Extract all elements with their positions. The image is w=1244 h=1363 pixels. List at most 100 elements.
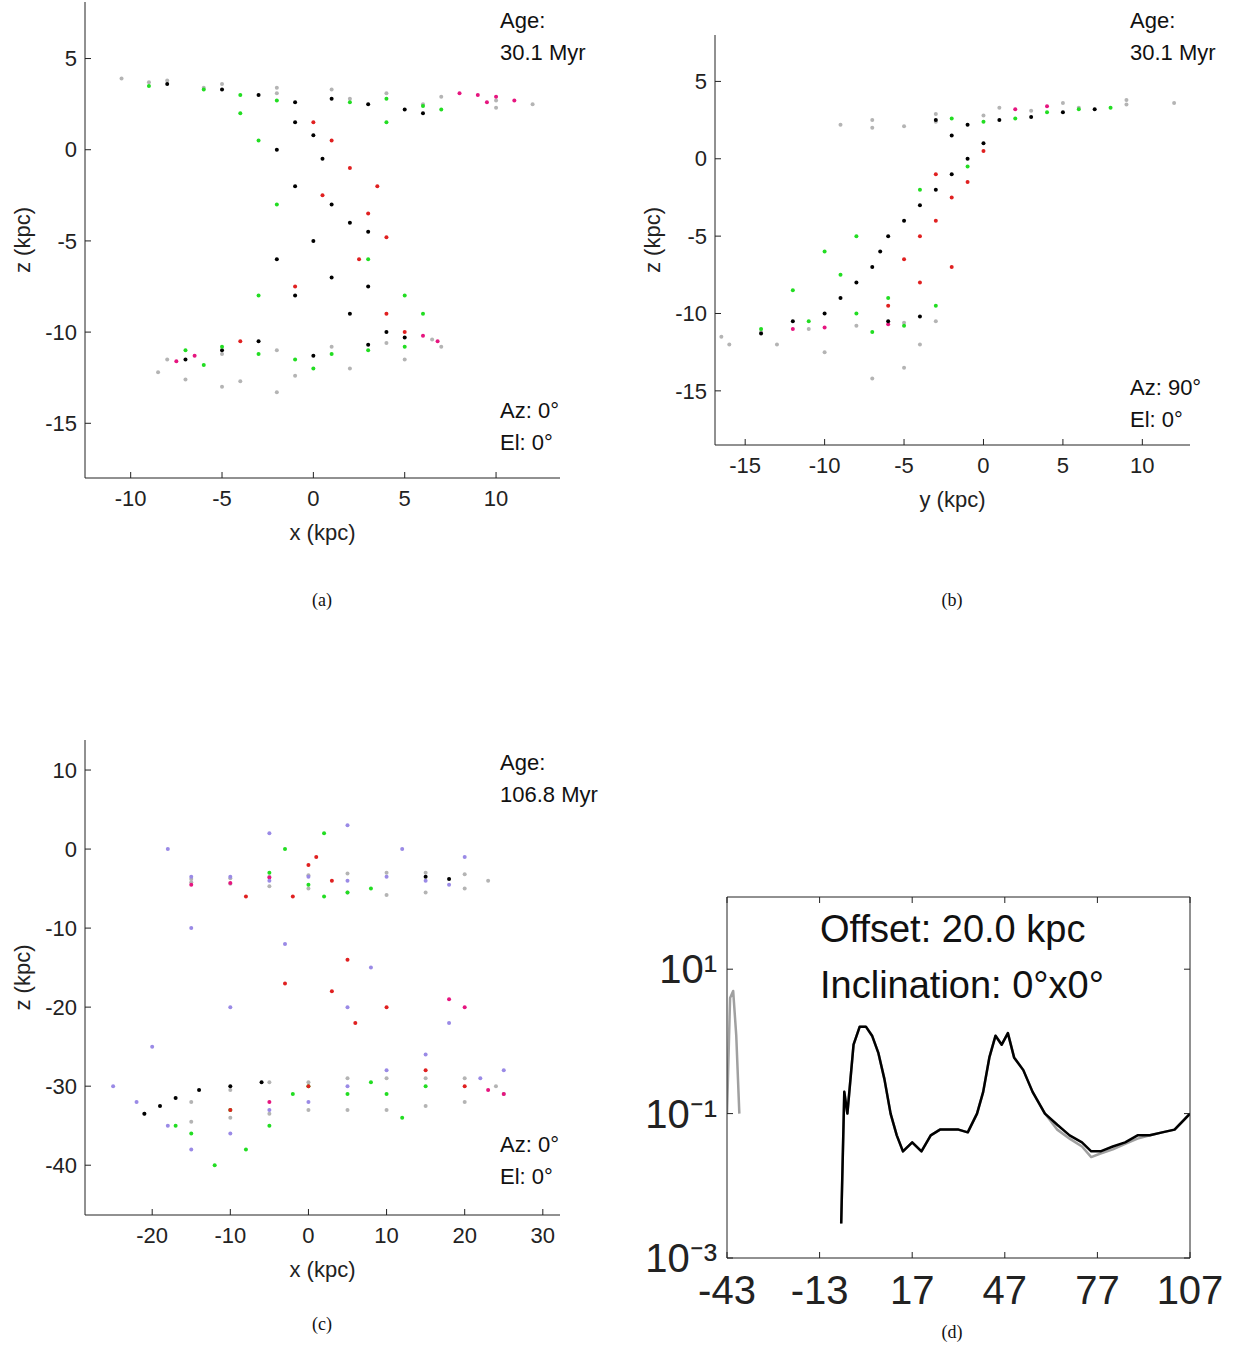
point (158, 1104, 162, 1108)
point (823, 250, 827, 254)
point (966, 180, 970, 184)
point (950, 117, 954, 121)
point (275, 257, 279, 261)
plot-area (120, 77, 535, 395)
x-axis (727, 1258, 1190, 1259)
x-tick-label: -5 (212, 486, 232, 511)
annotation: Offset: 20.0 kpc (820, 908, 1085, 950)
point (293, 357, 297, 361)
point (421, 111, 425, 115)
point (283, 847, 287, 851)
point (400, 1116, 404, 1120)
point (306, 883, 310, 887)
point (918, 234, 922, 238)
point (346, 891, 350, 895)
point (257, 352, 261, 356)
point (918, 315, 922, 319)
point (823, 325, 827, 329)
plot-area (111, 823, 506, 1167)
point (346, 879, 350, 883)
point (494, 95, 498, 99)
point (330, 352, 334, 356)
point (306, 887, 310, 891)
point (439, 95, 443, 99)
y-tick-label: -10 (675, 301, 707, 326)
point (147, 80, 151, 84)
point (934, 172, 938, 176)
point (886, 304, 890, 308)
point (267, 1108, 271, 1112)
point (346, 1092, 350, 1096)
point (981, 113, 985, 117)
point (478, 1076, 482, 1080)
point (950, 195, 954, 199)
point (1172, 101, 1176, 105)
y-tick-label: 0 (65, 137, 77, 162)
x-tick (912, 897, 913, 903)
point (228, 1108, 232, 1112)
x-tick (404, 472, 405, 478)
point (283, 942, 287, 946)
point (348, 100, 352, 104)
point (403, 108, 407, 112)
x-tick-label: 47 (983, 1268, 1028, 1312)
x-tick-label: -15 (729, 453, 761, 478)
point (306, 1100, 310, 1104)
point (403, 336, 407, 340)
point (346, 1076, 350, 1080)
point (430, 337, 434, 341)
point (486, 879, 490, 883)
point (228, 1005, 232, 1009)
point (1077, 107, 1081, 111)
x-tick (1062, 439, 1063, 445)
point (257, 93, 261, 97)
annotation: Age: (500, 8, 545, 33)
point (854, 324, 858, 328)
x-tick (824, 439, 825, 445)
point (311, 133, 315, 137)
point (238, 111, 242, 115)
point (166, 1124, 170, 1128)
point (791, 327, 795, 331)
point (759, 327, 763, 331)
caption: (d) (942, 1322, 963, 1343)
y-axis-title: z (kpc) (640, 207, 665, 273)
point (902, 219, 906, 223)
point (918, 203, 922, 207)
point (306, 1084, 310, 1088)
point (403, 345, 407, 349)
point (267, 1112, 271, 1116)
point (886, 234, 890, 238)
point (346, 1005, 350, 1009)
point (870, 265, 874, 269)
y-tick-label: -20 (45, 995, 77, 1020)
point (902, 257, 906, 261)
point (267, 1100, 271, 1104)
frame-right (1190, 897, 1191, 1258)
point (463, 1100, 467, 1104)
point (330, 202, 334, 206)
point (366, 343, 370, 347)
point (997, 106, 1001, 110)
point (228, 1108, 232, 1112)
point (267, 875, 271, 879)
point (385, 1068, 389, 1072)
point (220, 82, 224, 86)
point (260, 1080, 264, 1084)
point (353, 1021, 357, 1025)
x-tick (230, 1209, 231, 1215)
point (463, 1084, 467, 1088)
point (934, 188, 938, 192)
y-tick (715, 81, 721, 82)
point (424, 1104, 428, 1108)
point (918, 281, 922, 285)
point (120, 77, 124, 81)
point (384, 120, 388, 124)
point (886, 296, 890, 300)
x-tick-label: 0 (302, 1223, 314, 1248)
x-tick-label: 0 (307, 486, 319, 511)
x-tick (464, 1209, 465, 1215)
point (220, 345, 224, 349)
point (189, 926, 193, 930)
point (870, 330, 874, 334)
